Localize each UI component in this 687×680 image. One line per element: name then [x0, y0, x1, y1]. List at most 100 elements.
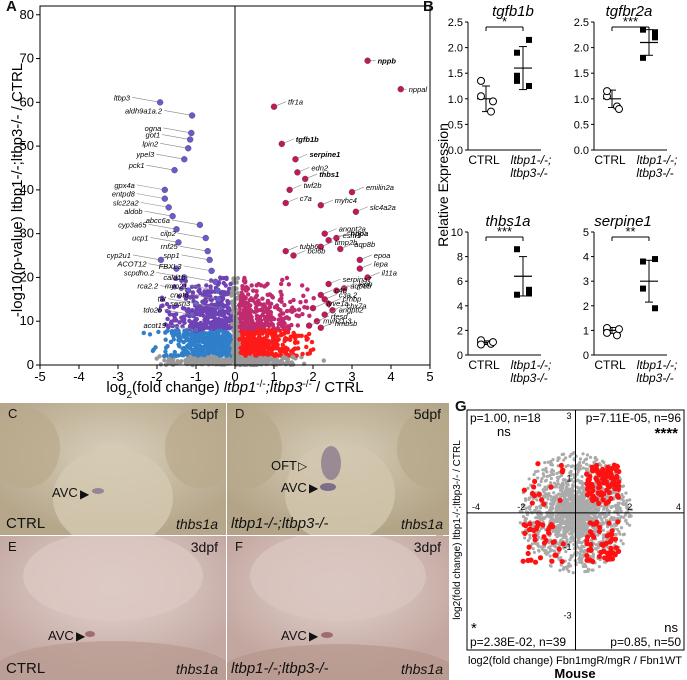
comparison-point	[565, 500, 569, 504]
qpcr-ytick-label: 0.0	[574, 145, 589, 157]
qpcr-ytick-label: 1.0	[574, 94, 589, 106]
comparison-point	[578, 460, 582, 465]
comparison-sig-point	[527, 521, 533, 527]
volcano-labeled-point	[171, 167, 178, 174]
stage-f: 3dpf	[413, 539, 441, 555]
comparison-point	[577, 557, 581, 561]
volcano-point	[255, 320, 260, 325]
volcano-point	[170, 331, 175, 337]
comparison-point	[558, 525, 562, 529]
volcano-labeled-point	[321, 230, 328, 237]
volcano-point	[255, 341, 260, 347]
label-f: F	[235, 539, 243, 554]
volcano-point	[174, 323, 180, 329]
comparison-sig-point	[548, 484, 554, 490]
volcano-gene-label: c3a.2	[339, 290, 358, 299]
volcano-leader-line	[160, 142, 189, 149]
volcano-leader-line	[156, 153, 185, 160]
volcano-leader-line	[140, 202, 169, 208]
qpcr-mut-point	[514, 72, 520, 79]
volcano-point	[266, 316, 271, 321]
volcano-leader-line	[136, 184, 165, 191]
qpcr-ytick-label: 1.5	[448, 68, 463, 80]
volcano-point	[204, 292, 210, 298]
comparison-sig-point	[536, 491, 542, 498]
comparison-point	[537, 535, 541, 539]
comparison-point	[562, 531, 566, 536]
volcano-point	[204, 283, 209, 288]
comparison-sig-point	[529, 500, 535, 506]
comparison-point	[576, 517, 580, 521]
volcano-leader-line	[144, 210, 173, 217]
qpcr-ytick-label: 3	[583, 276, 589, 288]
comparison-sig-point	[604, 550, 610, 556]
volcano-gene-label: cnot6	[170, 290, 189, 299]
volcano-point	[204, 338, 210, 343]
comparison-point	[584, 564, 588, 569]
comparison-point	[548, 473, 552, 478]
comparison-point	[604, 518, 608, 523]
photo-panel-d: D 5dpf OFT ▷ AVC ▶ ltbp1-/-;ltbp3-/- thb…	[227, 403, 449, 535]
volcano-labeled-point	[352, 208, 360, 215]
volcano-leader-line	[181, 254, 210, 261]
volcano-labeled-point	[173, 265, 180, 272]
comparison-sig-point	[616, 483, 622, 489]
comparison-sig-point	[584, 553, 590, 559]
comparison-point	[546, 460, 550, 464]
volcano-labeled-point	[397, 86, 404, 93]
comparison-point	[628, 513, 632, 517]
comparison-sig-point	[556, 546, 562, 552]
volcano-labeled-point	[333, 287, 340, 294]
comparison-point	[585, 457, 589, 461]
comparison-point	[576, 463, 580, 467]
comparison-point	[621, 542, 625, 546]
volcano-point	[193, 359, 199, 364]
volcano-point	[211, 325, 217, 330]
comparison-point	[549, 498, 553, 502]
volcano-gene-label: crhbp	[343, 295, 362, 304]
volcano-point	[273, 344, 278, 349]
comparison-point	[614, 523, 618, 528]
volcano-point	[233, 324, 238, 330]
volcano-point	[279, 331, 285, 337]
volcano-gene-label: tat	[158, 295, 167, 304]
comparison-point	[533, 470, 538, 474]
volcano-gene-label: hmbsb	[335, 319, 358, 328]
comparison-sig-point	[525, 557, 531, 564]
comparison-point	[581, 452, 585, 456]
comparison-sig-point	[532, 537, 538, 543]
volcano-point	[172, 284, 177, 289]
volcano-point	[296, 307, 302, 312]
volcano-gene-label: tdo2b	[143, 306, 162, 315]
volcano-point	[177, 344, 182, 349]
volcano-gene-label: emilin2a	[366, 183, 394, 192]
volcano-point	[212, 311, 218, 316]
volcano-point	[188, 354, 193, 359]
comparison-point	[560, 533, 564, 537]
volcano-point	[202, 289, 207, 294]
comparison-sig-point	[616, 479, 622, 485]
volcano-point	[288, 299, 293, 305]
volcano-point	[284, 275, 290, 281]
volcano-point	[251, 342, 256, 347]
comparison-sig-point	[602, 480, 608, 486]
comparison-point	[562, 566, 566, 570]
comparison-ytick-label: 1	[566, 474, 571, 484]
volcano-point	[241, 325, 246, 331]
volcano-point	[280, 277, 285, 283]
volcano-point	[283, 315, 288, 320]
volcano-point	[154, 356, 159, 361]
comparison-point	[577, 499, 581, 504]
volcano-point	[194, 334, 199, 340]
volcano-point	[219, 337, 224, 342]
volcano-point	[181, 339, 186, 345]
comparison-point	[584, 469, 589, 473]
comparison-point	[583, 570, 587, 574]
quadrant-tl-sig: ns	[497, 424, 511, 439]
volcano-point	[167, 360, 172, 366]
volcano-point	[182, 320, 187, 325]
comparison-xtitle: Mouse	[554, 666, 595, 680]
volcano-gene-label: acot19	[143, 321, 166, 330]
stage-d: 5dpf	[413, 406, 441, 422]
qpcr-category-label: ltbp1-/-; ltbp3-/-	[636, 153, 677, 180]
